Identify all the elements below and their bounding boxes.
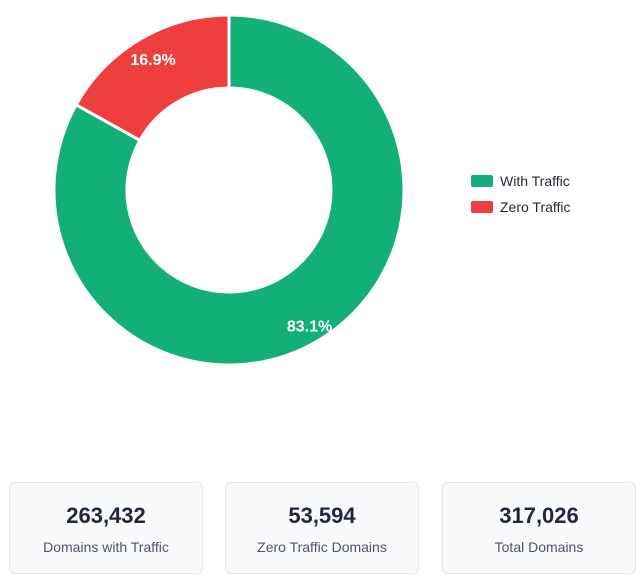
legend-item-zero-traffic[interactable]: Zero Traffic	[471, 194, 571, 220]
chart-slice-labels: 83.1% 16.9%	[130, 52, 332, 335]
stat-label: Domains with Traffic	[43, 539, 169, 555]
stat-value: 53,594	[288, 503, 356, 528]
chart-legend: With Traffic Zero Traffic	[471, 168, 571, 220]
stat-label: Total Domains	[494, 539, 584, 555]
slice-label-with-traffic: 83.1%	[287, 318, 332, 335]
stats-row: 263,432 Domains with Traffic 53,594 Zero…	[9, 482, 639, 574]
stat-value: 263,432	[66, 503, 146, 528]
legend-swatch-zero-traffic	[471, 201, 493, 213]
stat-value: 317,026	[499, 503, 579, 528]
legend-swatch-with-traffic	[471, 175, 493, 187]
doughnut-chart: 83.1% 16.9%	[52, 13, 406, 367]
stat-card-total-domains: 317,026 Total Domains	[442, 482, 636, 574]
stat-card-domains-with-traffic: 263,432 Domains with Traffic	[9, 482, 203, 574]
legend-item-with-traffic[interactable]: With Traffic	[471, 168, 571, 194]
chart-slices	[52, 13, 406, 367]
slice-label-zero-traffic: 16.9%	[130, 52, 175, 69]
slice-with-traffic[interactable]	[52, 13, 406, 367]
stat-label: Zero Traffic Domains	[257, 539, 387, 555]
slice-zero-traffic[interactable]	[74, 13, 231, 142]
legend-label-with-traffic: With Traffic	[500, 173, 570, 189]
legend-label-zero-traffic: Zero Traffic	[500, 199, 571, 215]
stat-card-zero-traffic-domains: 53,594 Zero Traffic Domains	[225, 482, 419, 574]
